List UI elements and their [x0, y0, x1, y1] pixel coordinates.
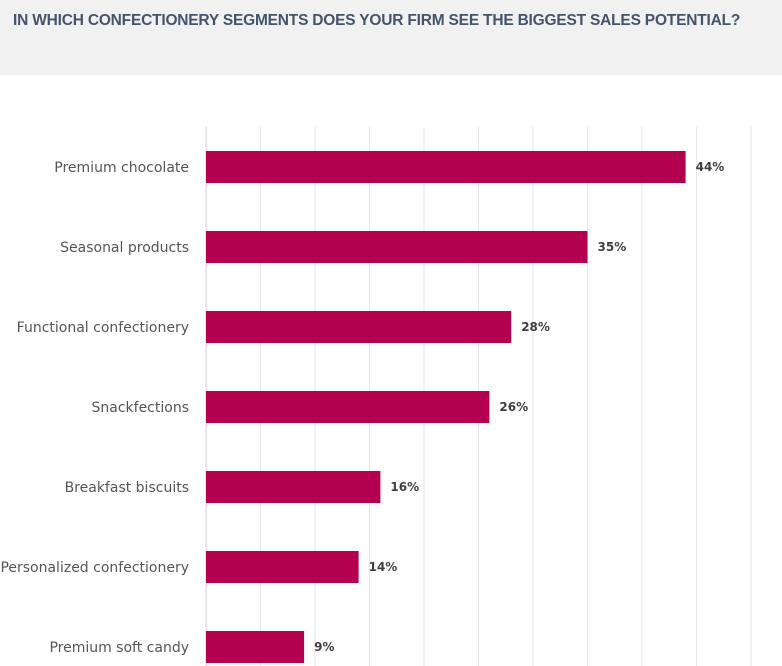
bar [206, 151, 686, 183]
category-label: Seasonal products [60, 240, 189, 256]
chart-header: IN WHICH CONFECTIONERY SEGMENTS DOES YOU… [0, 0, 782, 75]
category-label: Functional confectionery [17, 320, 189, 336]
bar [206, 311, 512, 343]
category-label: Premium soft candy [49, 640, 189, 656]
bar [206, 551, 359, 583]
chart-title: IN WHICH CONFECTIONERY SEGMENTS DOES YOU… [13, 12, 741, 29]
data-label: 9% [314, 640, 334, 654]
data-label: 28% [521, 320, 550, 334]
category-label: Personalized confectionery [0, 560, 189, 576]
bar [206, 231, 588, 263]
category-label: Breakfast biscuits [65, 480, 189, 496]
bar [206, 471, 381, 503]
bar [206, 391, 490, 423]
bar [206, 631, 305, 663]
category-label: Snackfections [92, 400, 190, 416]
category-label: Premium chocolate [54, 160, 189, 176]
data-label: 35% [598, 240, 627, 254]
data-label: 44% [696, 160, 725, 174]
data-label: 26% [499, 400, 528, 414]
data-label: 14% [369, 560, 398, 574]
data-label: 16% [390, 480, 419, 494]
